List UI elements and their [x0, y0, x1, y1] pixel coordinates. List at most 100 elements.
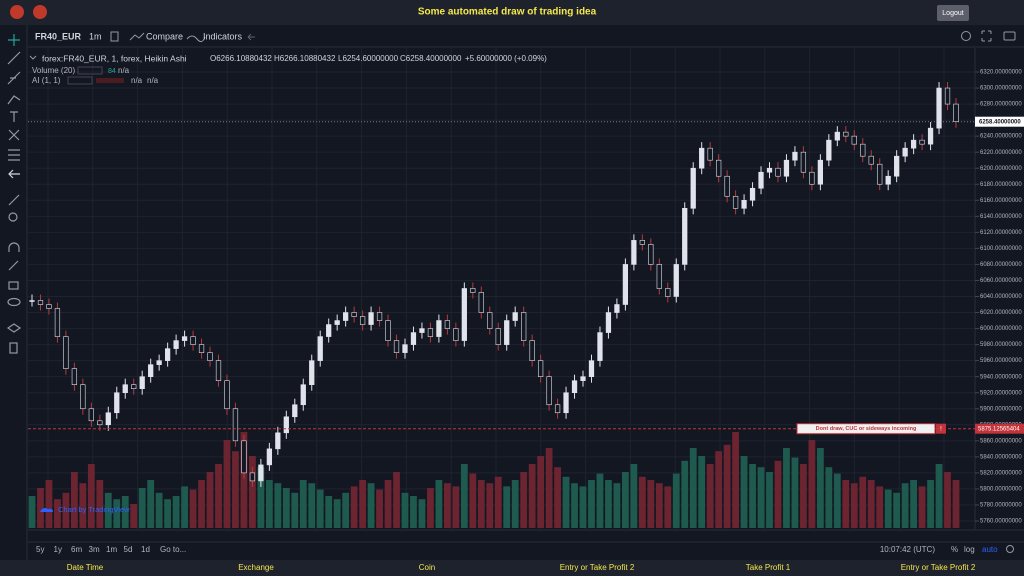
y-tick-label: 6140.00000000	[980, 214, 1022, 220]
watermark[interactable]: Chart by TradingView	[58, 505, 130, 514]
legend-ai-swatch	[96, 78, 124, 83]
candle-body	[749, 187, 756, 201]
candle-body	[495, 328, 501, 345]
candle-body	[631, 240, 637, 265]
candle-body	[139, 376, 145, 390]
volume-bar	[401, 492, 409, 528]
candle-body	[453, 328, 459, 341]
volume-bar	[274, 483, 282, 528]
percent-toggle[interactable]: %	[951, 545, 958, 554]
logout-button[interactable]	[937, 5, 969, 21]
annotation-marker-box[interactable]	[936, 423, 946, 434]
undo-icon[interactable]	[247, 33, 255, 41]
volume-bar	[79, 483, 87, 528]
range-button[interactable]: 3m	[89, 545, 100, 554]
volume-bar	[562, 476, 570, 528]
candle-body	[699, 147, 705, 169]
volume-bar	[867, 480, 875, 528]
snapshot-icon[interactable]	[1003, 31, 1016, 41]
candle-body	[215, 360, 222, 381]
volume-bar	[833, 473, 841, 528]
legend-buttons[interactable]	[67, 76, 93, 85]
volume-bar	[206, 472, 214, 528]
indicators[interactable]: Indicators	[203, 31, 243, 41]
y-tick-label: 6040.00000000	[980, 294, 1022, 300]
volume-bar	[96, 480, 104, 528]
range-button[interactable]: 1m	[106, 545, 117, 554]
range-button[interactable]: 1y	[54, 545, 62, 554]
left-toolbar	[0, 25, 27, 560]
candle-body	[877, 163, 883, 185]
candle-body	[232, 408, 239, 442]
candle-body	[300, 384, 306, 406]
candle-body	[131, 384, 137, 390]
candle-body	[690, 167, 696, 209]
volume-bar	[147, 480, 155, 528]
candle-body	[809, 171, 815, 185]
candle-body	[860, 143, 866, 157]
legend-buttons[interactable]	[77, 66, 103, 75]
volume-bar	[528, 464, 536, 528]
volume-bar	[435, 480, 443, 528]
volume-bar	[494, 476, 502, 528]
compare[interactable]: Compare	[146, 31, 183, 41]
annotation-box	[796, 423, 936, 435]
volume-bar	[893, 492, 901, 528]
volume-bar	[257, 467, 265, 528]
grid: 6320.00000000 6300.00000000 6280.00000000 6…	[28, 48, 1022, 539]
range-button[interactable]: 5d	[124, 545, 133, 554]
logout-label[interactable]: Logout	[942, 10, 963, 17]
fullscreen-icon[interactable]	[981, 30, 992, 42]
candle-body	[368, 312, 374, 325]
current-price: 6258.40000000	[979, 119, 1021, 125]
auto-toggle[interactable]: auto	[982, 545, 998, 554]
candle-body	[648, 244, 654, 265]
y-tick-label: 6020.00000000	[980, 310, 1022, 316]
legend-open: O6266.10880432	[210, 54, 272, 63]
clock: 10:07:42 (UTC)	[880, 545, 935, 554]
volume-bar	[664, 486, 672, 528]
interval[interactable]: 1m	[89, 31, 102, 41]
legend-change: +5.60000000 (+0.09%)	[465, 54, 547, 63]
candle-body	[732, 195, 739, 209]
y-tick-label: 5920.00000000	[980, 390, 1022, 396]
settings-icon[interactable]	[961, 31, 971, 41]
candle-body	[571, 380, 578, 394]
volume-bar	[774, 460, 782, 528]
log-toggle[interactable]: log	[964, 545, 975, 554]
volume-bar	[282, 488, 290, 528]
volume-bar	[164, 499, 172, 528]
collapse-icon[interactable]	[29, 55, 37, 60]
compare-icon[interactable]	[129, 32, 145, 41]
tool-icons[interactable]	[6, 34, 22, 354]
goto[interactable]: Go to...	[160, 545, 186, 554]
volume-bar	[342, 492, 350, 528]
range-button[interactable]: 5y	[36, 545, 44, 554]
volume-bar	[825, 467, 833, 528]
legend-low: L6254.60000000	[338, 54, 399, 63]
volume-bar	[87, 464, 95, 528]
logo-icon[interactable]	[33, 5, 47, 19]
symbol[interactable]: FR40_EUR	[35, 31, 82, 41]
volume-bar	[198, 480, 205, 528]
volume-bar	[935, 464, 943, 528]
range-button[interactable]: 1d	[141, 545, 150, 554]
indicators-icon[interactable]	[186, 35, 206, 43]
candle-body	[207, 352, 213, 361]
current-price-box	[975, 116, 1024, 127]
candle-body	[461, 288, 467, 341]
logo-icon[interactable]	[10, 5, 24, 19]
volume-bar	[554, 467, 561, 528]
volume-bar	[45, 480, 53, 528]
volume-bar	[740, 456, 748, 528]
range-button[interactable]: 6m	[71, 545, 82, 554]
volume-bar	[638, 476, 646, 528]
chart-type-icon[interactable]	[110, 31, 119, 42]
volume-bar	[443, 483, 451, 528]
volume-bar	[325, 496, 333, 528]
volume-bar	[189, 489, 197, 528]
settings-icon[interactable]	[1006, 545, 1014, 553]
candle-body	[444, 320, 451, 329]
